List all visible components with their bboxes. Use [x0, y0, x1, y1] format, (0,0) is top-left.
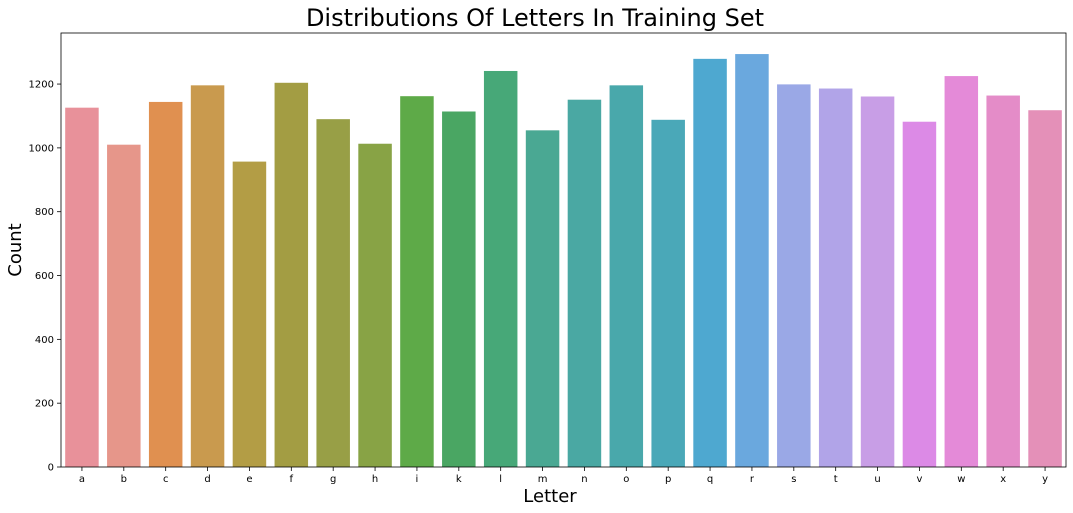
x-tick-label: e	[246, 474, 252, 485]
bar-l	[483, 70, 518, 467]
x-tick-label: u	[874, 474, 880, 485]
bar-b	[107, 144, 141, 468]
x-tick-label: n	[581, 474, 587, 485]
bar-e	[232, 161, 267, 467]
y-tick-label: 600	[35, 271, 54, 282]
x-tick-label: l	[499, 474, 502, 485]
bar-f	[274, 82, 309, 468]
bar-q	[693, 58, 727, 467]
bar-m	[525, 130, 560, 468]
bar-i	[400, 96, 434, 467]
x-tick-label: y	[1042, 474, 1048, 485]
x-tick-label: p	[665, 474, 671, 485]
x-tick-label: g	[330, 474, 336, 485]
x-tick-label: m	[538, 474, 548, 485]
bar-c	[148, 101, 183, 467]
bar-d	[190, 85, 225, 467]
x-tick-label: h	[372, 474, 378, 485]
x-tick-label: i	[416, 474, 419, 485]
y-tick-label: 800	[35, 207, 54, 218]
x-tick-label: x	[1000, 474, 1006, 485]
plot-frame	[60, 32, 1067, 468]
x-tick-label: s	[791, 474, 796, 485]
y-tick-label: 200	[35, 399, 54, 410]
bar-r	[735, 54, 769, 467]
bar-h	[358, 143, 392, 467]
bar-a	[65, 107, 99, 468]
y-axis-label: Count	[5, 223, 26, 276]
x-tick-label: v	[916, 474, 922, 485]
x-tick-label: r	[750, 474, 755, 485]
x-tick-label: k	[456, 474, 462, 485]
x-tick-label: a	[79, 474, 85, 485]
bar-y	[1028, 110, 1062, 467]
x-tick-label: b	[121, 474, 127, 485]
bar-k	[442, 111, 476, 468]
bar-t	[818, 88, 853, 467]
bars-group	[65, 54, 1062, 468]
y-tick-label: 1200	[29, 80, 54, 91]
bar-o	[609, 85, 644, 467]
y-tick-label: 0	[48, 463, 54, 474]
bar-w	[944, 76, 979, 468]
bar-n	[567, 99, 602, 467]
y-tick-label: 400	[35, 335, 54, 346]
bar-x	[986, 95, 1020, 467]
bar-p	[651, 119, 685, 468]
chart-title: Distributions Of Letters In Training Set	[306, 4, 764, 32]
bar-s	[777, 84, 811, 468]
x-tick-label: f	[290, 474, 294, 485]
bar-v	[902, 121, 937, 467]
y-axis-ticks: 0 200 400 600 800 1000 1200	[29, 80, 61, 474]
y-tick-label: 1000	[29, 143, 54, 154]
x-tick-label: w	[957, 474, 965, 485]
x-tick-label: d	[204, 474, 210, 485]
bar-g	[316, 119, 350, 467]
x-tick-label: t	[834, 474, 838, 485]
bar-u	[860, 96, 895, 468]
x-axis-label: Letter	[523, 486, 577, 507]
x-tick-label: o	[623, 474, 629, 485]
x-tick-label: q	[707, 474, 713, 485]
x-tick-label: c	[163, 474, 169, 485]
